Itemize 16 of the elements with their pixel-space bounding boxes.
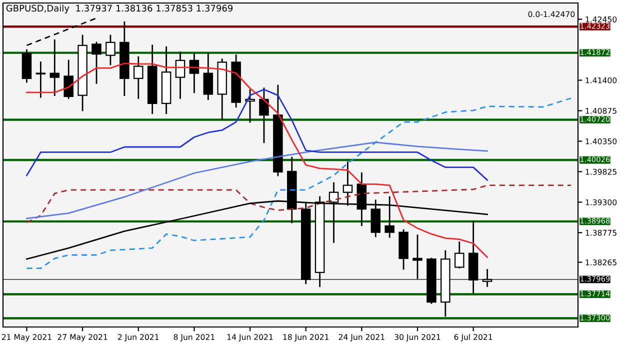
chart-title: GBPUSD,Daily 1.37937 1.38136 1.37853 1.37969	[6, 4, 233, 14]
line-series	[26, 88, 488, 181]
candlestick	[106, 34, 116, 66]
line-series	[26, 184, 572, 224]
candlestick	[92, 42, 102, 84]
candlestick	[203, 52, 214, 100]
candlestick	[175, 52, 186, 99]
candlestick	[133, 56, 144, 99]
candlestick	[454, 242, 464, 268]
candlestick	[64, 60, 74, 99]
candlestick	[50, 39, 60, 96]
candlestick	[259, 88, 269, 144]
line-series	[26, 98, 572, 270]
line-series	[26, 142, 488, 220]
candlestick	[189, 53, 200, 94]
candlestick	[36, 62, 46, 98]
